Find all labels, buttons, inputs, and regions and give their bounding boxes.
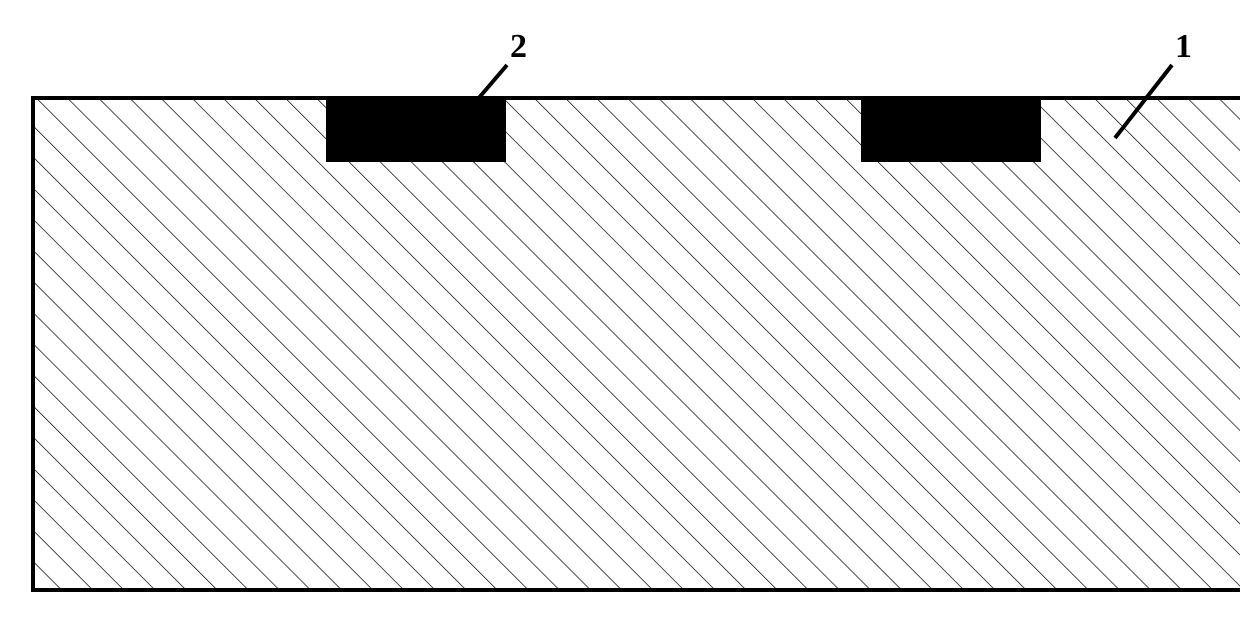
insert-block-0	[326, 98, 506, 162]
diagram-stage: 2 1	[20, 20, 1240, 613]
substrate-hatch	[33, 98, 1240, 590]
callout-label-1: 1	[1175, 28, 1192, 66]
callout-label-2: 2	[510, 28, 527, 66]
diagram-svg	[20, 20, 1240, 613]
insert-block-1	[861, 98, 1041, 162]
